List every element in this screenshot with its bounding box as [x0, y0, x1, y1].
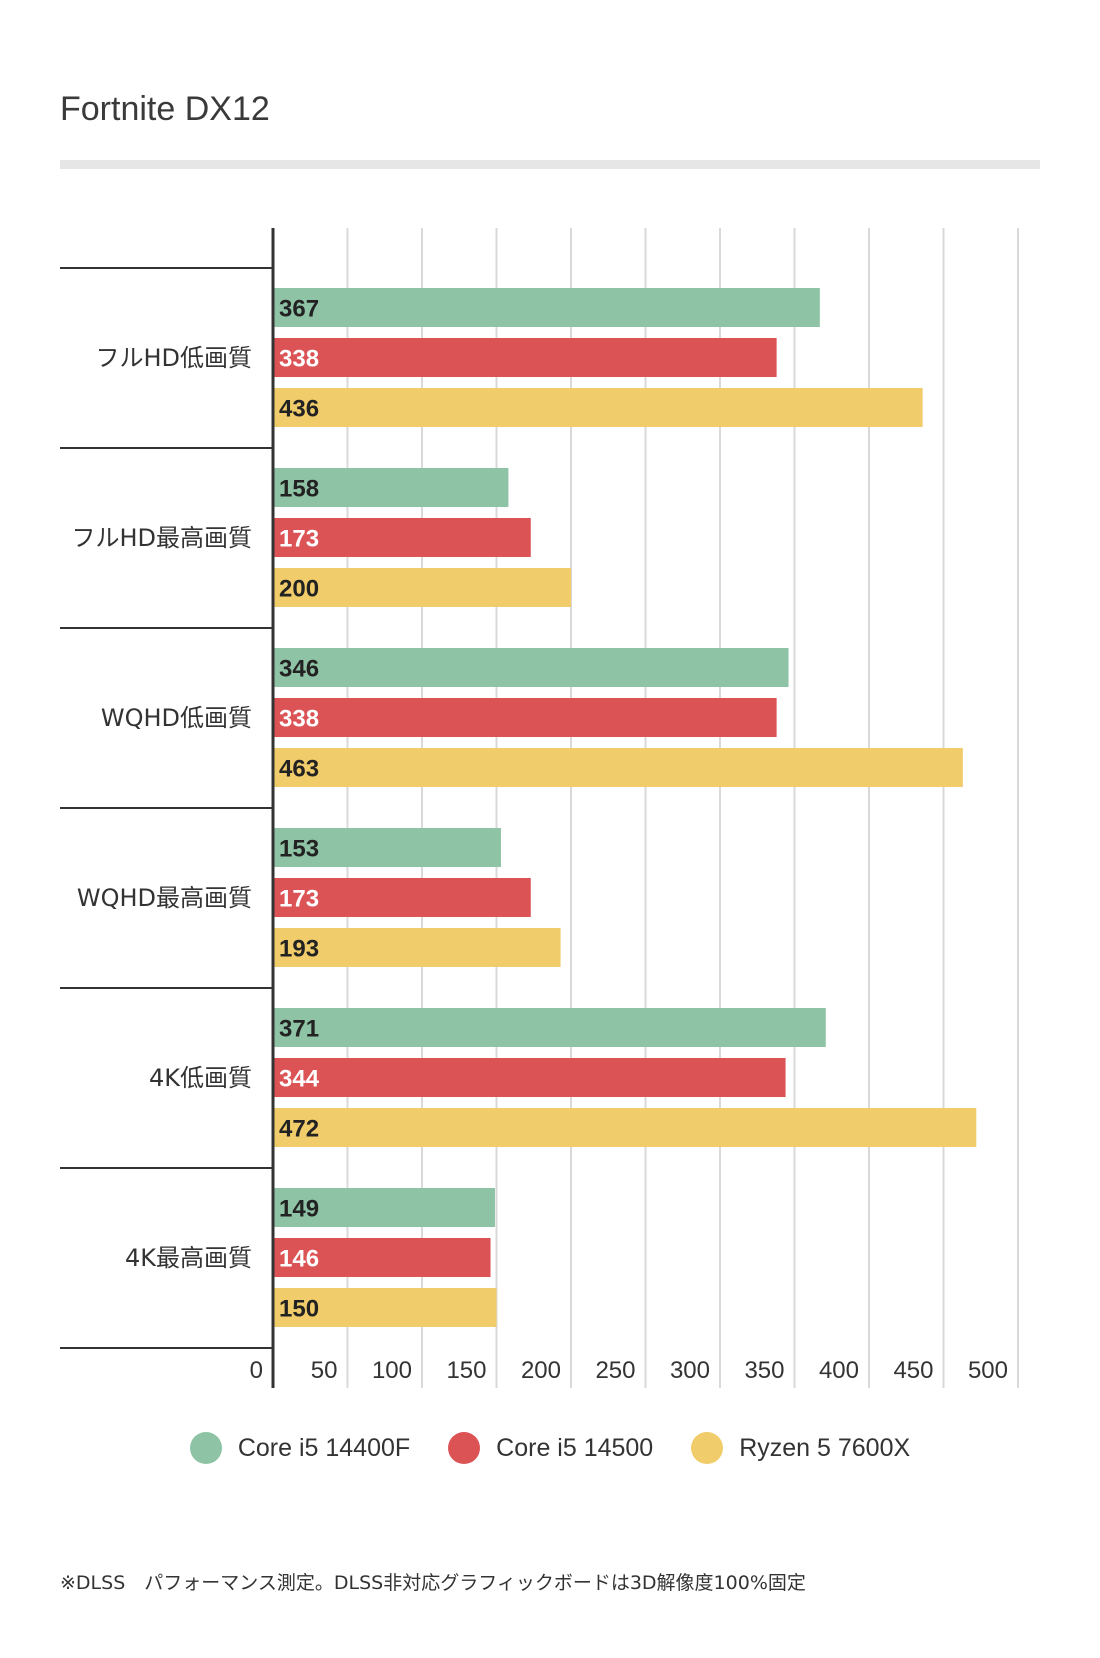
value-label: 149: [279, 1196, 319, 1223]
x-tick-label: 200: [521, 1357, 561, 1384]
bar-2-2: [273, 748, 963, 787]
legend-label: Core i5 14500: [496, 1433, 654, 1462]
value-label: 338: [279, 346, 319, 373]
category-label: 4K最高画質: [125, 1244, 252, 1272]
value-label: 193: [279, 936, 319, 963]
value-label: 472: [279, 1116, 319, 1143]
bar-2-5: [273, 1288, 497, 1327]
bar-2-4: [273, 1108, 977, 1147]
bar-0-2: [273, 648, 789, 687]
value-label: 158: [279, 476, 319, 503]
value-label: 346: [279, 656, 319, 683]
bar-1-5: [273, 1238, 491, 1277]
x-tick-label: 0: [250, 1357, 263, 1384]
bar-1-3: [273, 878, 531, 917]
value-label: 463: [279, 756, 319, 783]
bar-1-2: [273, 698, 777, 737]
x-tick-label: 450: [893, 1357, 933, 1384]
chart-title: Fortnite DX12: [60, 90, 270, 128]
value-label: 367: [279, 296, 319, 323]
category-label: フルHD最高画質: [71, 524, 252, 552]
x-tick-label: 250: [595, 1357, 635, 1384]
bar-2-1: [273, 568, 571, 607]
bar-1-1: [273, 518, 531, 557]
legend-label: Ryzen 5 7600X: [739, 1433, 911, 1462]
bar-0-5: [273, 1188, 496, 1227]
bar-0-0: [273, 288, 820, 327]
category-label: フルHD低画質: [95, 344, 252, 372]
x-tick-label: 100: [372, 1357, 412, 1384]
legend-swatch: [448, 1432, 481, 1464]
value-label: 153: [279, 836, 319, 863]
value-label: 436: [279, 396, 319, 423]
category-label: WQHD低画質: [101, 704, 252, 732]
bar-0-3: [273, 828, 501, 867]
legend-swatch: [691, 1432, 724, 1464]
title-divider: [60, 160, 1040, 169]
footnote: ※DLSS パフォーマンス測定。DLSS非対応グラフィックボードは3D解像度10…: [60, 1572, 806, 1594]
value-label: 173: [279, 886, 319, 913]
x-tick-label: 500: [968, 1357, 1008, 1384]
category-label: 4K低画質: [149, 1064, 252, 1092]
value-label: 338: [279, 706, 319, 733]
legend-item: Core i5 14400F: [189, 1432, 411, 1464]
bar-1-0: [273, 338, 777, 377]
legend-item: Core i5 14500: [448, 1432, 653, 1464]
value-label: 200: [279, 576, 319, 603]
bar-0-1: [273, 468, 509, 507]
x-tick-label: 150: [446, 1357, 486, 1384]
value-label: 173: [279, 526, 319, 553]
value-label: 146: [279, 1246, 319, 1273]
bar-2-3: [273, 928, 561, 967]
x-tick-label: 400: [819, 1357, 859, 1384]
bar-0-4: [273, 1008, 826, 1047]
value-label: 150: [279, 1296, 319, 1323]
bar-1-4: [273, 1058, 786, 1097]
bar-2-0: [273, 388, 923, 427]
legend-swatch: [189, 1432, 222, 1464]
category-label: WQHD最高画質: [77, 884, 252, 912]
value-label: 371: [279, 1016, 319, 1043]
legend-label: Core i5 14400F: [237, 1433, 411, 1462]
legend: Core i5 14400F Core i5 14500 Ryzen 5 7600X: [0, 1432, 1100, 1464]
x-tick-label: 50: [311, 1357, 338, 1384]
x-tick-label: 300: [670, 1357, 710, 1384]
value-label: 344: [279, 1066, 320, 1093]
x-tick-label: 350: [744, 1357, 784, 1384]
legend-item: Ryzen 5 7600X: [691, 1432, 910, 1464]
bar-chart: 367 338 436 フルHD低画質 158 173 200 フルHD最高画質 346 338 4…: [60, 228, 1019, 1388]
